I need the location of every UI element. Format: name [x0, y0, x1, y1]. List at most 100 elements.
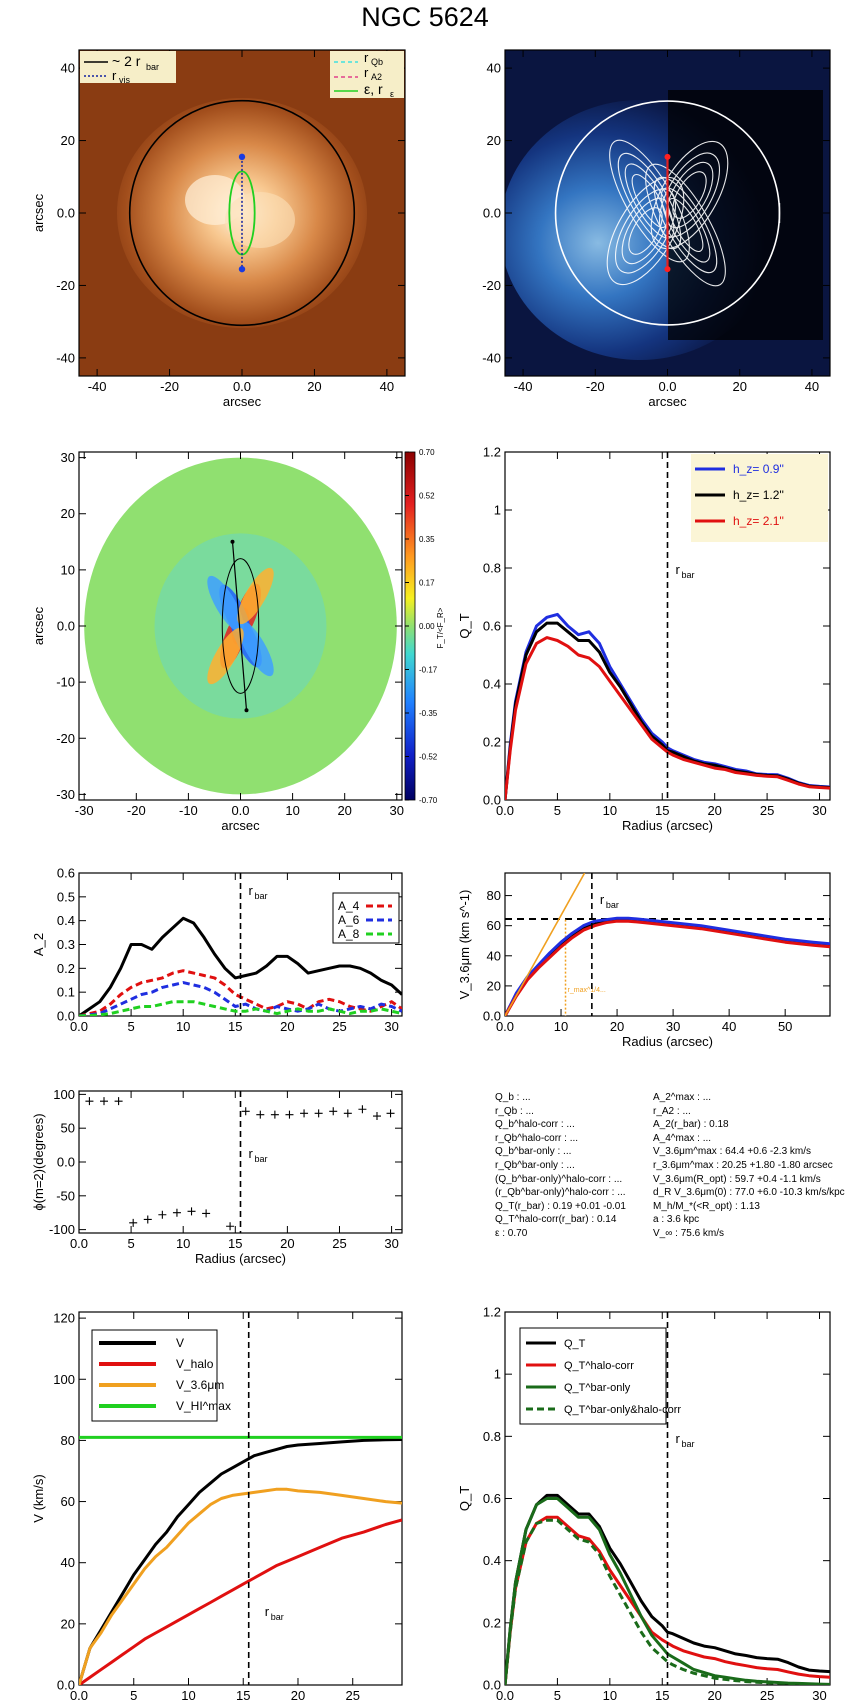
phase-xtick-label: 20 [280, 1236, 294, 1251]
phase-xtick-label: 10 [176, 1236, 190, 1251]
rotation_curve_36-ytick-label: 20 [487, 978, 501, 993]
phase-ytick-label: 50 [61, 1121, 75, 1136]
panel2-ytick-label: 20 [487, 133, 501, 148]
qt_halo-ytick-label: 0.4 [483, 1553, 501, 1568]
bar-end-marker [230, 539, 235, 544]
colorbar-tick-label: 0.00 [419, 622, 435, 631]
phase-point [202, 1209, 211, 1218]
phase-point [226, 1222, 235, 1231]
series-line [505, 916, 830, 1016]
legend-item: h_z= 2.1'' [733, 514, 784, 528]
phase-ytick-label: 0.0 [57, 1155, 75, 1170]
phase-point [343, 1109, 352, 1118]
legend-item: Q_T [564, 1338, 586, 1350]
panel3-xtick-label: 30 [390, 803, 404, 818]
rbar-label-subscript: bar [682, 1439, 695, 1449]
panel1-ytick-label: -20 [56, 278, 75, 293]
velocity_components-ytick-label: 80 [61, 1433, 75, 1448]
stat-line: r_Qb : ... [495, 1105, 534, 1117]
rbar-label: r [676, 562, 681, 577]
legend-box [330, 51, 404, 98]
qt_profiles-ytick-label: 0.4 [483, 677, 501, 692]
stat-line: r_Qb^halo-corr : ... [495, 1132, 579, 1144]
colorbar-tick-label: 0.17 [419, 579, 435, 588]
qt-legend: h_z= 0.9'' h_z= 1.2'' h_z= 2.1'' [691, 454, 828, 542]
stat-line: ε : 0.70 [495, 1227, 528, 1239]
qt_profiles-xtick-label: 30 [812, 803, 826, 818]
phase-ytick-label: 100 [53, 1087, 75, 1102]
series-line [505, 918, 830, 1016]
fourier_amplitudes-plot [79, 873, 402, 1016]
figure-title: NGC 5624 [361, 2, 489, 32]
qt_profiles-xtick-label: 15 [655, 803, 669, 818]
phase-point [85, 1097, 94, 1106]
fourier_amplitudes-xtick-label: 10 [176, 1019, 190, 1034]
legend-item: r [364, 50, 369, 65]
panel3-ytick-label: -30 [56, 787, 75, 802]
panel1-xlabel: arcsec [223, 394, 262, 409]
fourier_amplitudes-xtick-label: 15 [228, 1019, 242, 1034]
panel1-legend-right: r Qbr A2ε, r ε [330, 50, 404, 99]
velocity_components-ytick-label: 120 [53, 1311, 75, 1326]
velocity_components-ytick-label: 100 [53, 1372, 75, 1387]
panel3-ylabel: arcsec [31, 606, 46, 645]
qt_halo-xtick-label: 20 [707, 1688, 721, 1700]
force-lobe [237, 567, 274, 625]
legend-subscript: ε [390, 89, 394, 99]
rbar-label-subscript: bar [682, 570, 695, 580]
bar-ellipse [221, 558, 260, 694]
qt_profiles-ytick-label: 1 [494, 503, 501, 518]
phase-ytick-label: -50 [56, 1188, 75, 1203]
fourier_amplitudes-xtick-label: 20 [280, 1019, 294, 1034]
qt_halo-xtick-label: 5 [554, 1688, 561, 1700]
rotation_curve_36-xtick-label: 20 [610, 1019, 624, 1034]
panel2-xtick-label: 0.0 [658, 379, 676, 394]
rotation_curve_36-xtick-label: 30 [666, 1019, 680, 1034]
phase-point [358, 1105, 367, 1114]
panel3-ytick-label: 10 [61, 562, 75, 577]
rotation_curve_36-ytick-label: 80 [487, 888, 501, 903]
legend-item: h_z= 0.9'' [733, 462, 784, 476]
bar-axis-line [231, 541, 248, 711]
phase-point [329, 1107, 338, 1116]
phase-xtick-label: 5 [127, 1236, 134, 1251]
velocity_components-xtick-label: 20 [291, 1688, 305, 1700]
panel2-xtick-label: 20 [732, 379, 746, 394]
panel1-ytick-label: 0.0 [57, 206, 75, 221]
velocity_components-ytick-label: 60 [61, 1494, 75, 1509]
panel1-xtick-label: 40 [380, 379, 394, 394]
series-line [505, 919, 830, 1016]
bar-end-marker [244, 708, 249, 713]
rotation_curve_36-xtick-label: 40 [722, 1019, 736, 1034]
legend-subscript: A2 [371, 72, 382, 82]
stat-line: V_3.6μm^max : 64.4 +0.6 -2.3 km/s [653, 1146, 812, 1158]
phase-point [300, 1109, 309, 1118]
fourier_amplitudes-ylabel: A_2 [31, 933, 46, 956]
panel3-xtick-label: 20 [337, 803, 351, 818]
rotation_curve_36-xlabel: Radius (arcsec) [622, 1034, 713, 1049]
velocity_components-xtick-label: 15 [236, 1688, 250, 1700]
qt_halo-ytick-label: 0.2 [483, 1615, 501, 1630]
fourier_amplitudes-ytick-label: 0.2 [57, 961, 75, 976]
panel1-xtick-label: 0.0 [233, 379, 251, 394]
bar-end-marker [238, 265, 246, 273]
rbar-label-subscript: bar [271, 1612, 284, 1622]
phase-point [285, 1110, 294, 1119]
phase-point [270, 1110, 279, 1119]
velocity_components-plot [79, 1312, 402, 1685]
velocity_components-ylabel: V (km/s) [31, 1474, 46, 1522]
stat-line: V_∞ : 75.6 km/s [653, 1227, 725, 1239]
phase-point [158, 1210, 167, 1219]
qt_profiles-xtick-label: 5 [554, 803, 561, 818]
rbar-label: r [600, 892, 605, 907]
fourier_amplitudes-ytick-label: 0.5 [57, 889, 75, 904]
phase-chart: 0.0 5 10 15 20 25 30 -100 -50 0.0 50 100 Radius (arc… [31, 1087, 403, 1266]
rotation_curve_36-plot: r_max^1/4... [505, 873, 830, 1016]
panel3-xlabel: arcsec [221, 818, 260, 833]
rotation_curve_36-ylabel: V_3.6μm (km s^-1) [457, 890, 472, 1000]
rbar-label: r [676, 1431, 681, 1446]
colorbar-tick-label: 0.52 [419, 492, 435, 501]
legend-item: V_halo [176, 1357, 214, 1371]
panel-force-map: 0.70 0.52 0.35 0.17 0.00 -0.17 -0.35 -0.52 -0.70… [84, 448, 445, 805]
amplitude-legend: A_4A_6A_8 [332, 892, 400, 944]
